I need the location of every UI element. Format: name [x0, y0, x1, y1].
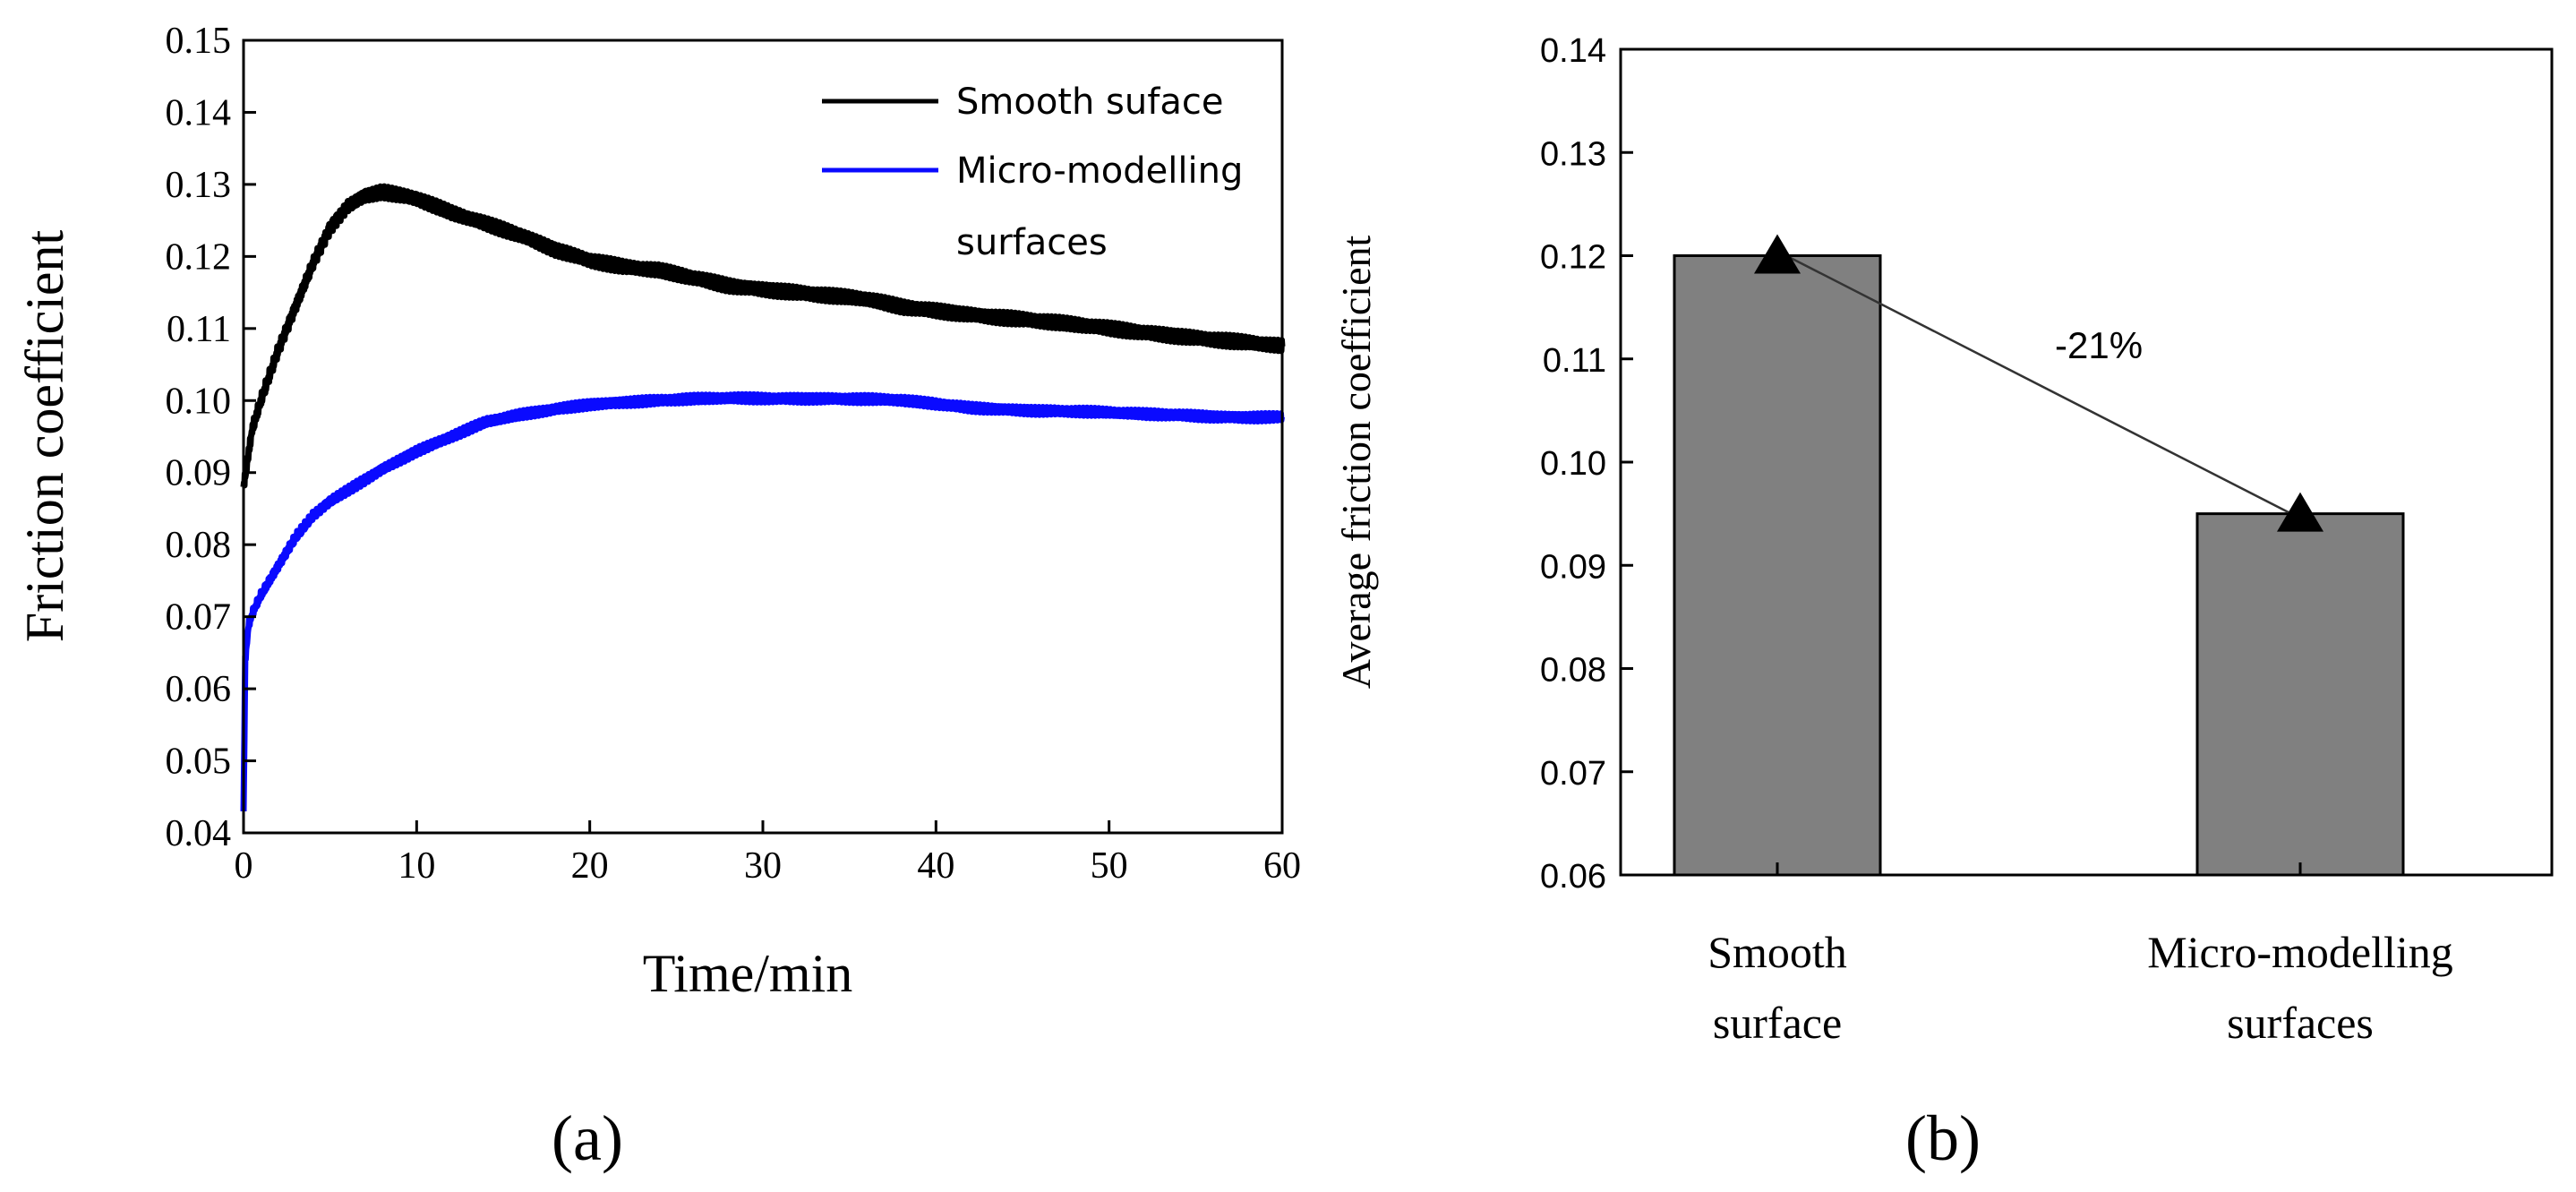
y-axis-label: Friction coefficient: [15, 229, 74, 642]
panel-a-line-chart: Smooth suface Micro-modelling surfaces 0…: [15, 21, 1301, 1174]
series-layer: [240, 183, 1286, 811]
y-tick-label: 0.07: [166, 597, 232, 639]
legend-label-smooth: Smooth suface: [956, 81, 1223, 123]
y-tick-label: 0.06: [166, 669, 232, 710]
y-tick-label: 0.15: [166, 21, 232, 62]
y-tick-label: 0.12: [166, 236, 232, 278]
y-tick-label: 0.13: [1540, 135, 1606, 173]
y-tick-label: 0.09: [1540, 548, 1606, 586]
series-line-smooth: [240, 183, 1286, 489]
x-axis-ticks: 0 10 20 30 40 50 60: [235, 820, 1301, 887]
y-tick-label: 0.09: [166, 453, 232, 494]
panel-label-a: (a): [552, 1102, 623, 1174]
x-category-label: surface: [1713, 998, 1842, 1048]
y-axis-label: Average friction coefficient: [1333, 235, 1379, 689]
panel-label-b: (b): [1905, 1102, 1981, 1174]
y-tick-label: 0.10: [1540, 445, 1606, 483]
bars-layer: [1673, 234, 2405, 877]
x-tick-label: 40: [917, 845, 954, 887]
x-category-label: Micro-modelling: [2147, 927, 2453, 977]
y-tick-label: 0.05: [166, 742, 232, 783]
y-axis-ticks: 0.04 0.05 0.06 0.07 0.08 0.09 0.10 0.11 0.12 0.13…: [166, 21, 256, 854]
x-tick-label: 60: [1263, 845, 1301, 887]
x-axis-label: Time/min: [643, 944, 853, 1003]
x-tick-label: 50: [1091, 845, 1128, 887]
legend-label-micro-line2: surfaces: [956, 222, 1108, 263]
x-category-labels: Smooth surface Micro-modelling surfaces: [1707, 862, 2453, 1048]
triangle-marker-smooth: [1754, 234, 1801, 274]
y-tick-label: 0.13: [166, 165, 232, 206]
percent-change-annotation: -21%: [2055, 324, 2143, 366]
y-tick-label: 0.11: [167, 309, 231, 350]
y-tick-label: 0.11: [1543, 342, 1606, 380]
bar-smooth: [1673, 254, 1882, 877]
y-tick-label: 0.08: [1540, 652, 1606, 690]
y-tick-label: 0.06: [1540, 858, 1606, 896]
x-category-label: surfaces: [2227, 998, 2374, 1048]
panel-b-bar-chart: 0.06 0.07 0.08 0.09 0.10 0.11 0.12 0.13 0.14 Smo…: [1333, 32, 2554, 1174]
x-tick-label: 0: [235, 845, 253, 887]
legend: Smooth suface Micro-modelling surfaces: [822, 81, 1243, 263]
y-tick-label: 0.12: [1540, 239, 1606, 277]
y-axis-ticks: 0.06 0.07 0.08 0.09 0.10 0.11 0.12 0.13 0.14: [1540, 32, 1633, 896]
y-tick-label: 0.04: [166, 813, 232, 854]
change-connector-line: [1785, 254, 2292, 515]
x-tick-label: 10: [398, 845, 435, 887]
y-tick-label: 0.10: [166, 381, 232, 422]
x-category-label: Smooth: [1707, 927, 1847, 977]
x-tick-label: 20: [571, 845, 609, 887]
y-tick-label: 0.07: [1540, 755, 1606, 793]
y-tick-label: 0.08: [166, 525, 232, 566]
x-tick-label: 30: [744, 845, 782, 887]
y-tick-label: 0.14: [1540, 32, 1606, 70]
y-tick-label: 0.14: [166, 92, 232, 133]
series-line-micro: [240, 390, 1285, 811]
triangle-marker-micro: [2277, 492, 2324, 532]
legend-label-micro: Micro-modelling: [956, 150, 1243, 192]
bar-micro: [2195, 512, 2405, 877]
